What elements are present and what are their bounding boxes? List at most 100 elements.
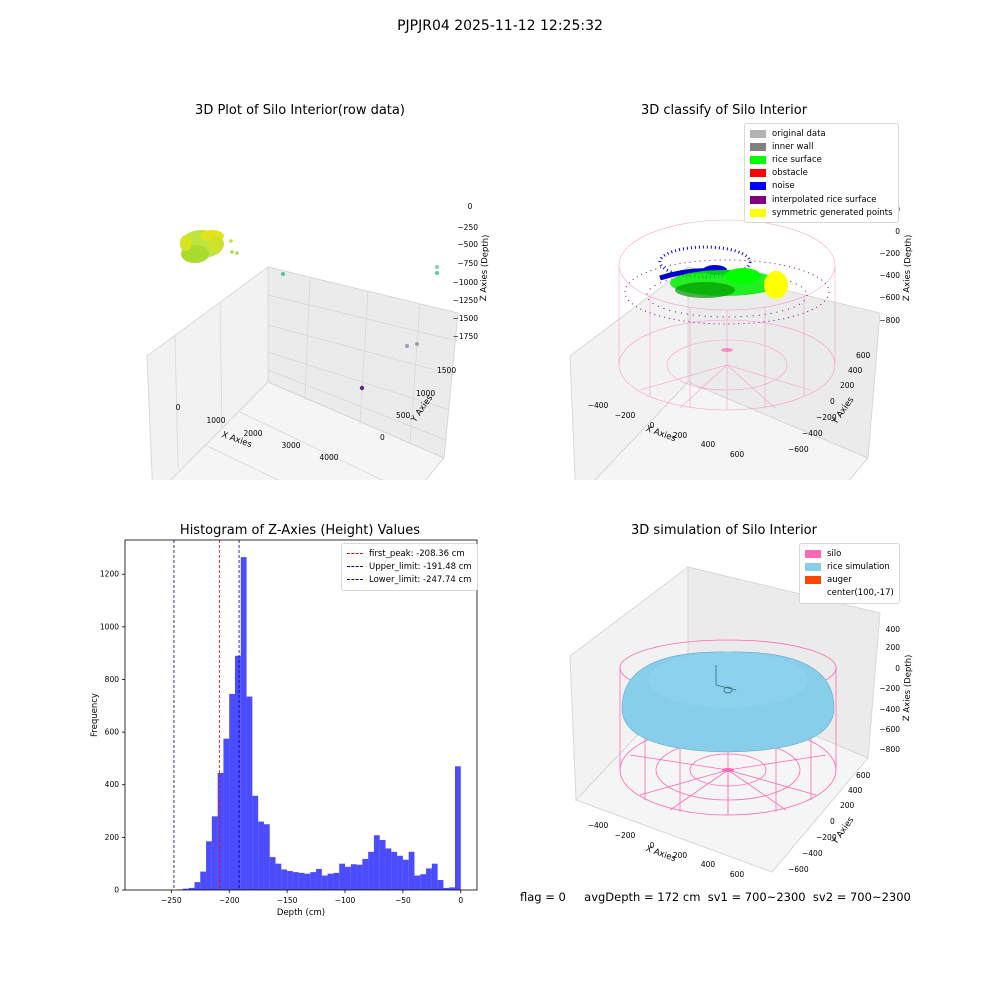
legend-item-center: center(100,-17) bbox=[805, 587, 894, 600]
simulation-y-tick-4: 200 bbox=[840, 801, 855, 810]
legend-item-upper-limit: Upper_limit: -191.48 cm bbox=[347, 560, 472, 573]
histogram-bar bbox=[333, 872, 340, 890]
histogram-chart: −250 −200 −150 −100 −50 0 0 200 400 600 800 1000 120… bbox=[90, 539, 478, 918]
classify-y-tick-3: 0 bbox=[830, 397, 835, 406]
legend-item-silo: silo bbox=[805, 547, 894, 560]
simulation-x-tick-2: 0 bbox=[650, 841, 655, 850]
raw-x-tick-0: 0 bbox=[176, 403, 181, 412]
avg-depth-text: avgDepth = 172 cm sv1 = 700~2300 sv2 = 7… bbox=[584, 890, 911, 904]
classify-y-tick-6: 600 bbox=[856, 351, 871, 360]
classify-z-tick-5: −800 bbox=[879, 316, 900, 325]
classify-x-tick-4: 400 bbox=[701, 440, 716, 449]
y-tick-label: 800 bbox=[105, 675, 120, 684]
legend-item-noise: noise bbox=[750, 180, 893, 193]
raw-z-tick-4: −1000 bbox=[453, 278, 479, 287]
histogram-bar bbox=[368, 851, 374, 890]
histogram-bar bbox=[402, 859, 409, 890]
simulation-z-tick-3: −200 bbox=[879, 684, 900, 693]
classify-rice-surface bbox=[670, 268, 780, 298]
x-tick-label: −100 bbox=[335, 896, 356, 905]
legend-label: Upper_limit: -191.48 cm bbox=[369, 561, 472, 572]
raw-z-tick-2: −500 bbox=[457, 240, 478, 249]
raw-z-tick-1: −250 bbox=[457, 223, 478, 232]
simulation-z-tick-4: −400 bbox=[879, 705, 900, 714]
simulation-x-tick-1: −200 bbox=[615, 831, 636, 840]
x-tick-label: −250 bbox=[161, 896, 182, 905]
legend-item-interpolated: interpolated rice surface bbox=[750, 193, 893, 206]
histogram-bar bbox=[391, 851, 398, 890]
classify-x-tick-1: −200 bbox=[615, 411, 636, 420]
legend-label: noise bbox=[772, 181, 795, 192]
histogram-bar bbox=[420, 874, 427, 890]
simulation-z-label: Z Axies (Depth) bbox=[902, 654, 914, 721]
histogram-y-label: Frequency bbox=[90, 693, 100, 737]
histogram-bar bbox=[431, 863, 438, 890]
simulation-z-tick-5: −600 bbox=[879, 725, 900, 734]
raw-z-tick-7: −1750 bbox=[453, 332, 479, 341]
simulation-x-label: X Axies bbox=[644, 844, 677, 864]
histogram-bar bbox=[258, 821, 264, 890]
classify-x-tick-2: 0 bbox=[650, 421, 655, 430]
classify-3d-plot: −400 −200 0 200 400 600 −600 −400 −200 0… bbox=[569, 205, 914, 480]
raw-y-tick-1: 500 bbox=[396, 411, 411, 420]
raw-x-tick-4: 4000 bbox=[319, 453, 338, 462]
legend-label: rice surface bbox=[772, 154, 822, 165]
legend-label: auger bbox=[827, 574, 852, 585]
histogram-bar bbox=[455, 766, 461, 890]
histogram-bar bbox=[316, 868, 322, 890]
histogram-bar bbox=[414, 875, 421, 890]
x-tick-label: −150 bbox=[277, 896, 298, 905]
raw-z-tick-0: 0 bbox=[468, 202, 473, 211]
histogram-bar bbox=[339, 863, 345, 890]
simulation-y-tick-5: 400 bbox=[848, 786, 863, 795]
simulation-y-tick-1: −400 bbox=[802, 849, 823, 858]
classify-y-tick-2: −200 bbox=[816, 413, 837, 422]
histogram-bar bbox=[240, 557, 247, 890]
classify-z-tick-3: −400 bbox=[879, 271, 900, 280]
raw-y-tick-2: 1000 bbox=[416, 389, 435, 398]
histogram-bar bbox=[437, 880, 444, 890]
legend-item-rice-surface: rice surface bbox=[750, 153, 893, 166]
legend-item-first-peak: first_peak: -208.36 cm bbox=[347, 547, 472, 560]
histogram-bar bbox=[217, 772, 224, 890]
classify-interpolated-surface bbox=[624, 259, 830, 325]
histogram-bar bbox=[269, 857, 276, 890]
histogram-bar bbox=[252, 795, 259, 890]
simulation-3d-plot: −400 −200 0 200 400 600 −600 −400 −200 0… bbox=[569, 565, 914, 879]
classify-z-label: Z Axies (Depth) bbox=[902, 234, 914, 301]
legend-swatch bbox=[750, 129, 766, 138]
x-tick-label: 0 bbox=[458, 896, 463, 905]
legend-label: first_peak: -208.36 cm bbox=[369, 548, 465, 559]
histogram-bar bbox=[211, 816, 218, 890]
classify-y-tick-1: −400 bbox=[802, 429, 823, 438]
status-footer: flag = 0 avgDepth = 172 cm sv1 = 700~230… bbox=[520, 890, 911, 904]
histogram-bar bbox=[235, 655, 241, 890]
raw-x-tick-3: 3000 bbox=[281, 441, 300, 450]
simulation-z-tick-2: 0 bbox=[895, 664, 900, 673]
classify-z-tick-1: 0 bbox=[895, 227, 900, 236]
raw-grid bbox=[174, 276, 459, 480]
raw-x-tick-2: 2000 bbox=[243, 429, 262, 438]
legend-label: symmetric generated points bbox=[772, 207, 893, 218]
classify-x-tick-0: −400 bbox=[588, 401, 609, 410]
classify-symmetric-points bbox=[764, 271, 788, 299]
classify-x-tick-5: 600 bbox=[730, 450, 745, 459]
y-tick-label: 0 bbox=[114, 886, 119, 895]
classify-plot-title: 3D classify of Silo Interior bbox=[640, 103, 808, 118]
raw-z-tick-5: −1250 bbox=[453, 296, 479, 305]
histogram-bar bbox=[362, 858, 369, 890]
legend-label: Lower_limit: -247.74 cm bbox=[369, 574, 472, 585]
simulation-y-tick-2: −200 bbox=[816, 833, 837, 842]
histogram-bar bbox=[350, 864, 357, 890]
simulation-x-tick-4: 400 bbox=[701, 860, 716, 869]
histogram-bar bbox=[379, 840, 386, 890]
figure-title: PJPJR04 2025-11-12 12:25:32 bbox=[397, 18, 603, 34]
legend-label: original data bbox=[772, 128, 826, 139]
simulation-x-tick-0: −400 bbox=[588, 821, 609, 830]
raw-z-tick-3: −750 bbox=[457, 259, 478, 268]
raw-3d-plot: 0 1000 2000 3000 4000 0 500 1000 1500 0 … bbox=[146, 202, 491, 480]
histogram-bar bbox=[356, 864, 363, 890]
simulation-legend: silo rice simulation auger center(100,-1… bbox=[799, 543, 900, 604]
histogram-legend: first_peak: -208.36 cm Upper_limit: -191… bbox=[341, 543, 478, 591]
x-tick-label: −50 bbox=[395, 896, 411, 905]
